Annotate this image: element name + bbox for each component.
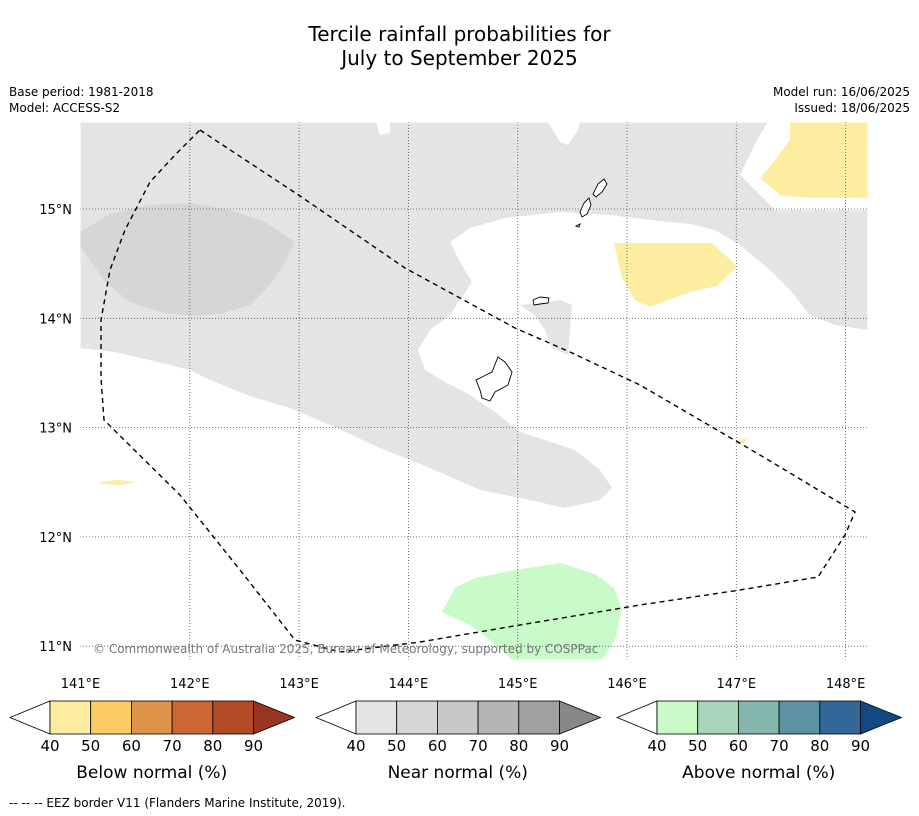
longitude-labels: 141°E 142°E 143°E 144°E 145°E 146°E 147°E 148°E xyxy=(61,677,866,692)
colorbar-extension-high xyxy=(253,700,296,735)
map-title: Tercile rainfall probabilities for July … xyxy=(0,22,919,70)
colorbar: 40 50 60 70 80 90 Above normal (%) xyxy=(615,700,903,783)
colorbar-segment xyxy=(656,700,699,735)
colorbar-tick-label: 40 xyxy=(346,737,365,755)
colorbar-tick-label: 50 xyxy=(387,737,406,755)
colorbar-tick-label: 80 xyxy=(509,737,528,755)
colorbar-tick-label: 50 xyxy=(688,737,707,755)
colorbar-segment xyxy=(436,700,479,735)
title-line-1: Tercile rainfall probabilities for xyxy=(308,22,611,46)
lon-tick-label: 143°E xyxy=(279,677,319,692)
lon-tick-label: 146°E xyxy=(607,677,647,692)
near-normal-notch xyxy=(520,300,572,355)
colorbar-tick-label: 90 xyxy=(851,737,870,755)
colorbar-tick-label: 90 xyxy=(550,737,569,755)
map-frame xyxy=(79,121,869,661)
colorbar-segment xyxy=(171,700,214,735)
colorbar-segment xyxy=(212,700,254,735)
colorbar-tick-label: 70 xyxy=(770,737,789,755)
colorbar-tick-label: 70 xyxy=(469,737,488,755)
model-run: Model run: 16/06/2025 xyxy=(772,85,910,99)
eez-footnote: -- -- -- EEZ border V11 (Flanders Marine… xyxy=(9,796,346,810)
island-aguijan xyxy=(574,223,581,228)
colorbar-tick-label: 80 xyxy=(203,737,222,755)
colorbar-extension-low xyxy=(8,700,51,735)
colorbar-tick-label: 40 xyxy=(40,737,59,755)
colorbar-tick-label: 50 xyxy=(81,737,100,755)
latitude-labels: 15°N 14°N 13°N 12°N 11°N xyxy=(39,203,72,655)
lon-tick-label: 141°E xyxy=(61,677,101,692)
below-normal-region-east xyxy=(736,438,748,445)
lon-tick-label: 147°E xyxy=(717,677,757,692)
island-tinian xyxy=(579,197,592,218)
colorbar-tick-label: 90 xyxy=(244,737,263,755)
colorbar-tick-label: 60 xyxy=(428,737,447,755)
model-name: Model: ACCESS-S2 xyxy=(9,101,121,115)
island-guam xyxy=(475,356,513,402)
colorbar-segment xyxy=(90,700,132,735)
lon-tick-label: 148°E xyxy=(826,677,866,692)
island-rota xyxy=(532,296,550,306)
meta-right: Model run: 16/06/2025 Issued: 18/06/2025 xyxy=(773,84,910,116)
colorbar-segment xyxy=(477,700,520,735)
colorbar-extension-high xyxy=(860,700,903,735)
map-area: © Commonwealth of Australia 2025, Bureau… xyxy=(80,122,868,660)
meta-left: Base period: 1981-2018 Model: ACCESS-S2 xyxy=(9,84,154,116)
near-normal-mid-region xyxy=(80,203,295,316)
colorbar-segment xyxy=(396,700,438,735)
colorbar-segment xyxy=(49,700,92,735)
lat-tick-label: 11°N xyxy=(39,640,72,655)
issued-date: Issued: 18/06/2025 xyxy=(794,101,910,115)
near-normal-region xyxy=(80,122,868,508)
lon-tick-label: 142°E xyxy=(170,677,210,692)
colorbar-tick-label: 60 xyxy=(729,737,748,755)
below-normal-region-west xyxy=(100,480,138,485)
colorbar-tick-label: 80 xyxy=(810,737,829,755)
lon-tick-label: 144°E xyxy=(389,677,429,692)
colorbar-segment xyxy=(697,700,739,735)
below-normal-region-central xyxy=(614,243,737,307)
copyright-text: © Commonwealth of Australia 2025, Bureau… xyxy=(93,642,598,656)
colorbar-extension-low xyxy=(615,700,658,735)
above-normal-region xyxy=(442,563,622,660)
colorbar-tick-label: 70 xyxy=(163,737,182,755)
title-line-2: July to September 2025 xyxy=(341,46,578,70)
colorbar-label: Above normal (%) xyxy=(682,763,835,783)
colorbar: 40 50 60 70 80 90 Below normal (%) xyxy=(8,700,296,783)
colorbar-tick-label: 40 xyxy=(647,737,666,755)
islands xyxy=(475,178,608,402)
lat-tick-label: 13°N xyxy=(39,422,72,437)
eez-border xyxy=(100,129,856,653)
colorbar-segment xyxy=(738,700,780,735)
colorbar-extension-high xyxy=(559,700,602,735)
gridlines xyxy=(80,122,868,660)
lat-tick-label: 14°N xyxy=(39,312,72,327)
below-normal-region-ne xyxy=(760,122,868,198)
colorbar-segment xyxy=(130,700,173,735)
colorbar-label: Near normal (%) xyxy=(388,763,528,783)
colorbar-extension-low xyxy=(314,700,357,735)
lat-tick-label: 15°N xyxy=(39,203,72,218)
colorbar-label: Below normal (%) xyxy=(76,763,227,783)
colorbar-tick-label: 60 xyxy=(122,737,141,755)
base-period: Base period: 1981-2018 xyxy=(9,85,154,99)
colorbars: 40 50 60 70 80 90 Below normal (%) 40 50 60 70 80 90… xyxy=(8,700,903,783)
colorbar-segment xyxy=(819,700,861,735)
island-saipan xyxy=(592,178,608,198)
colorbar-segment xyxy=(518,700,560,735)
colorbar-segment xyxy=(355,700,398,735)
colorbar: 40 50 60 70 80 90 Near normal (%) xyxy=(314,700,602,783)
lon-tick-label: 145°E xyxy=(498,677,538,692)
lat-tick-label: 12°N xyxy=(39,531,72,546)
colorbar-segment xyxy=(778,700,821,735)
